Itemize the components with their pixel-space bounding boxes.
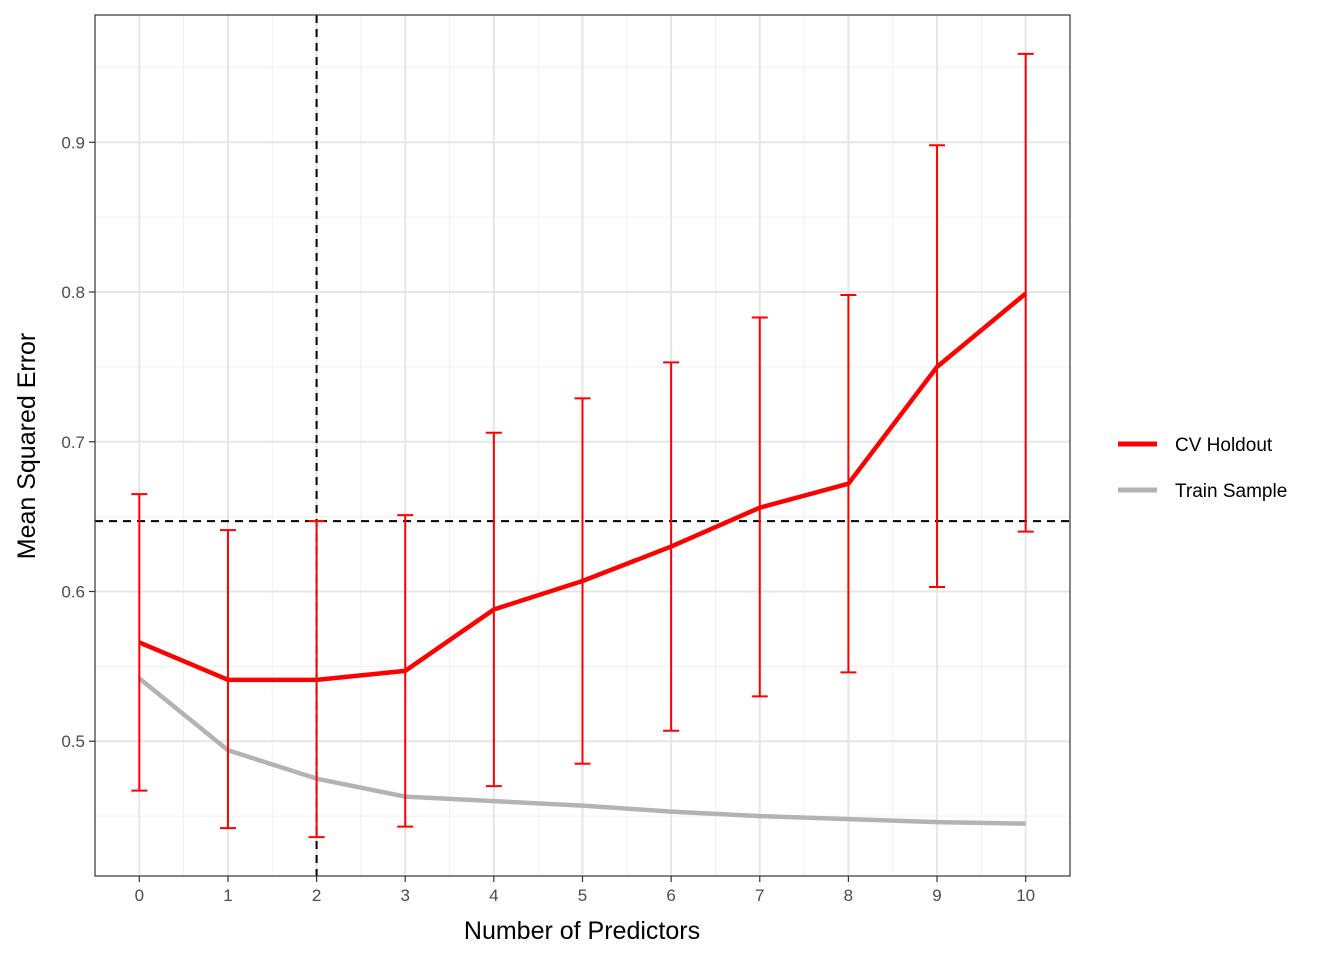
x-axis: 0 1 2 3 4 5 6 7 8 9 10	[135, 876, 1035, 905]
cv-holdout-line	[138, 291, 1028, 683]
x-tick-label: 1	[223, 886, 232, 905]
x-tick-label: 7	[755, 886, 764, 905]
train-sample-line	[137, 676, 1026, 826]
x-tick-label: 0	[135, 886, 144, 905]
y-tick-label: 0.5	[61, 732, 85, 751]
legend: CV Holdout Train Sample	[1118, 435, 1287, 502]
x-tick-label: 8	[844, 886, 853, 905]
y-tick-label: 0.8	[61, 283, 85, 302]
y-tick-label: 0.6	[61, 582, 85, 601]
legend-label-cv-holdout: CV Holdout	[1175, 435, 1273, 456]
x-tick-label: 3	[400, 886, 409, 905]
y-axis-title: Mean Squared Error	[13, 333, 41, 560]
y-tick-label: 0.9	[61, 133, 85, 152]
cv-holdout-error-bar	[1017, 52, 1034, 533]
x-tick-label: 6	[666, 886, 675, 905]
cv-holdout-series	[131, 52, 1034, 839]
y-tick-label: 0.7	[61, 433, 85, 452]
y-axis: 0.5 0.6 0.7 0.8 0.9	[61, 133, 95, 751]
x-tick-label: 5	[578, 886, 587, 905]
x-tick-label: 9	[932, 886, 941, 905]
x-tick-label: 4	[489, 886, 498, 905]
x-axis-title: Number of Predictors	[464, 917, 700, 945]
legend-label-train-sample: Train Sample	[1175, 481, 1287, 502]
train-sample-series	[137, 676, 1026, 826]
x-tick-label: 10	[1016, 886, 1035, 905]
x-tick-label: 2	[312, 886, 321, 905]
